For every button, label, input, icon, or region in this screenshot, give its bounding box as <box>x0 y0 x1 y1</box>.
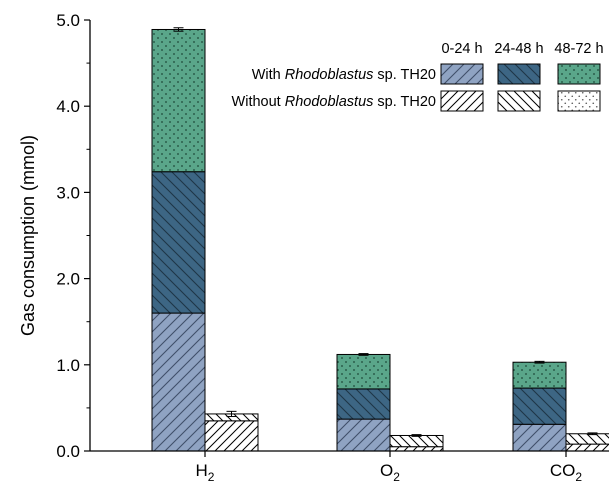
legend-swatch-with-period-2 <box>497 63 541 85</box>
y-tick-label: 1.0 <box>56 356 80 375</box>
x-tick-label-subscript: 2 <box>575 470 582 482</box>
legend-swatch-without-period-1 <box>440 90 484 112</box>
legend-row-prefix: With <box>252 67 285 83</box>
legend-row-prefix: Without <box>232 94 285 110</box>
y-axis-title: Gas consumption (mmol) <box>18 135 38 336</box>
legend-period-label: 24-48 h <box>494 41 543 57</box>
x-tick-label-base: CO <box>550 461 576 480</box>
bar-with-CO2-period-3 <box>512 361 567 389</box>
bar-with-O2-period-1 <box>336 418 391 452</box>
y-tick-label: 3.0 <box>56 183 80 202</box>
legend-row-label-with: With Rhodoblastus sp. TH20 <box>252 67 436 83</box>
legend-period-label: 48-72 h <box>554 41 603 57</box>
bar-with-CO2-period-2 <box>512 387 567 425</box>
legend-row-label-without: Without Rhodoblastus sp. TH20 <box>232 94 436 110</box>
x-tick-label-base: H <box>196 461 208 480</box>
x-tick-label-base: O <box>380 461 393 480</box>
bar-with-H2-period-1 <box>151 312 206 452</box>
error-bar-with-H2 <box>173 27 184 32</box>
legend-row-suffix: sp. TH20 <box>373 67 436 83</box>
plot-area <box>151 27 609 452</box>
error-bar-without-H2 <box>226 410 237 418</box>
x-tick-label: O2 <box>380 461 400 482</box>
error-bar-with-CO2 <box>534 360 545 364</box>
y-tick-label: 5.0 <box>56 11 80 30</box>
bar-without-CO2-period-1 <box>565 443 609 452</box>
bar-with-CO2-period-1 <box>512 423 567 452</box>
bar-with-H2-period-3 <box>151 28 206 173</box>
error-bar-with-O2 <box>358 353 369 356</box>
bar-with-O2-period-2 <box>336 388 391 420</box>
legend-row-italic: Rhodoblastus <box>285 67 374 83</box>
error-bar-without-O2 <box>411 434 422 437</box>
bar-with-O2-period-3 <box>336 353 391 390</box>
legend-period-label: 0-24 h <box>441 41 482 57</box>
x-tick-label: CO2 <box>550 461 583 482</box>
error-bar-without-CO2 <box>587 432 598 436</box>
legend: 0-24 h 24-48 h 48-72 h With Rhodoblastus sp… <box>232 41 604 112</box>
legend-row-italic: Rhodoblastus <box>285 94 374 110</box>
y-tick-label: 4.0 <box>56 97 80 116</box>
y-tick-label: 2.0 <box>56 270 80 289</box>
bar-without-H2-period-1 <box>204 420 259 452</box>
bar-without-O2-period-2 <box>389 434 444 448</box>
bar-with-H2-period-2 <box>151 171 206 314</box>
legend-swatch-with-period-3 <box>557 63 601 85</box>
x-tick-label-subscript: 2 <box>393 470 400 482</box>
y-tick-label: 0.0 <box>56 442 80 461</box>
legend-swatch-with-period-1 <box>440 63 484 85</box>
legend-swatch-without-period-3 <box>557 90 601 112</box>
x-tick-label: H2 <box>196 461 215 482</box>
bar-without-CO2-period-2 <box>565 433 609 445</box>
x-tick-label-subscript: 2 <box>208 470 215 482</box>
legend-swatch-without-period-2 <box>497 90 541 112</box>
legend-row-suffix: sp. TH20 <box>373 94 436 110</box>
